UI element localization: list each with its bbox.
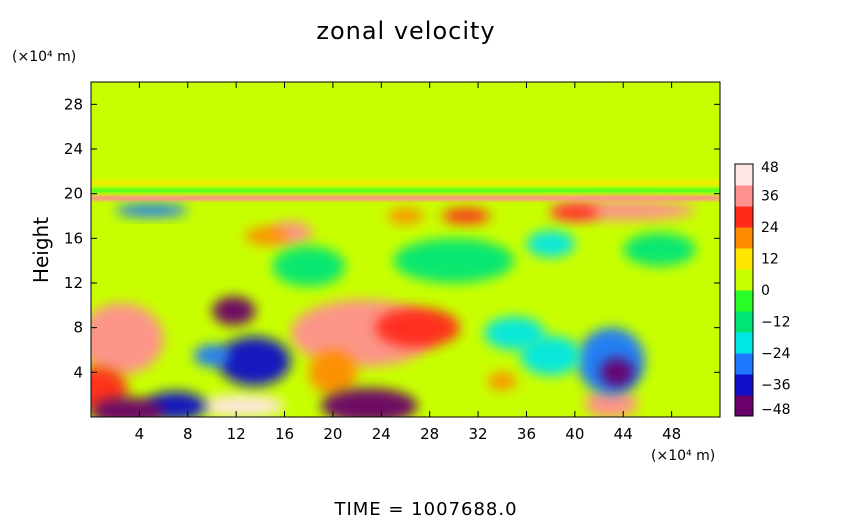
x-axis-ticks: 4 8 12 16 20 24 28 32 36 40 44 48 <box>135 82 681 443</box>
heatmap-band <box>91 195 720 201</box>
y-tick-label: 24 <box>64 140 83 158</box>
heatmap-feature <box>387 208 424 224</box>
colorbar-swatch <box>735 164 753 186</box>
heatmap-feature <box>484 316 545 350</box>
x-tick-label: 28 <box>420 425 439 443</box>
colorbar-swatch <box>735 227 753 249</box>
colorbar-swatch <box>735 206 753 228</box>
colorbar-tick-label: 24 <box>761 220 779 236</box>
heatmap-feature <box>193 344 231 367</box>
colorbar-tick-label: 48 <box>761 160 779 176</box>
x-tick-label: 12 <box>227 425 246 443</box>
x-tick-label: 32 <box>469 425 488 443</box>
heatmap-feature <box>115 203 188 218</box>
heatmap-feature <box>393 238 515 283</box>
heatmap-feature <box>600 357 635 387</box>
colorbar-swatch <box>735 269 753 291</box>
y-tick-label: 16 <box>64 229 83 247</box>
heatmap-feature <box>550 204 600 221</box>
heatmap-feature <box>199 394 285 417</box>
x-tick-label: 24 <box>372 425 391 443</box>
x-tick-label: 20 <box>323 425 342 443</box>
heatmap-feature <box>441 208 491 224</box>
colorbar-swatch <box>735 185 753 207</box>
colorbar-swatch <box>735 290 753 312</box>
heatmap-feature <box>91 303 164 375</box>
heatmap-feature <box>244 227 289 246</box>
y-axis-unit: (×10⁴ m) <box>12 49 76 65</box>
y-tick-label: 12 <box>64 274 83 292</box>
x-tick-label: 44 <box>614 425 633 443</box>
colorbar-tick-label: 0 <box>761 283 770 299</box>
heatmap-feature <box>91 396 164 417</box>
heatmap-band <box>91 188 720 192</box>
y-tick-label: 8 <box>73 319 83 337</box>
heatmap-feature <box>623 232 696 267</box>
x-tick-label: 48 <box>662 425 681 443</box>
colorbar-swatch <box>735 311 753 333</box>
colorbar-tick-label: −36 <box>761 378 791 394</box>
colorbar-tick-label: −24 <box>761 346 791 362</box>
y-axis-ticks: 4 8 12 16 20 24 28 <box>64 95 720 381</box>
chart-title: zonal velocity <box>316 17 495 45</box>
heatmap-feature <box>487 372 517 391</box>
x-tick-label: 4 <box>135 425 145 443</box>
colorbar-swatch <box>735 332 753 354</box>
colorbar-swatch <box>735 395 753 417</box>
colorbar-tick-label: −12 <box>761 315 791 331</box>
colorbar-tick-label: −48 <box>761 402 791 418</box>
colorbar-tick-label: 36 <box>761 189 779 205</box>
y-tick-label: 20 <box>64 185 83 203</box>
heatmap-feature <box>520 335 581 376</box>
colorbar-swatch <box>735 248 753 270</box>
heatmap-field <box>91 82 720 417</box>
heatmap-feature <box>218 336 291 386</box>
heatmap-feature <box>584 389 638 417</box>
y-tick-label: 4 <box>73 363 83 381</box>
x-tick-label: 16 <box>275 425 294 443</box>
colorbar-tick-label: 12 <box>761 252 779 268</box>
heatmap-feature <box>375 307 460 348</box>
heatmap-feature <box>272 246 346 287</box>
heatmap-feature <box>211 296 256 326</box>
colorbar-frame <box>734 163 754 417</box>
heatmap-band <box>91 180 720 185</box>
y-axis-label: Height <box>29 217 53 283</box>
heatmap-feature <box>308 350 358 395</box>
heatmap-feature <box>526 230 575 258</box>
x-tick-label: 40 <box>565 425 584 443</box>
heatmap-feature <box>320 387 418 417</box>
colorbar: 48 36 24 12 0 −12 −24 −36 −48 <box>734 160 791 418</box>
plot-frame <box>90 81 721 418</box>
x-tick-label: 36 <box>517 425 536 443</box>
colorbar-swatch <box>735 353 753 375</box>
y-tick-label: 28 <box>64 95 83 113</box>
time-label: TIME = 1007688.0 <box>333 499 517 519</box>
plot-area <box>90 81 721 418</box>
x-tick-label: 8 <box>183 425 193 443</box>
x-axis-unit: (×10⁴ m) <box>651 448 715 464</box>
colorbar-swatch <box>735 374 753 396</box>
